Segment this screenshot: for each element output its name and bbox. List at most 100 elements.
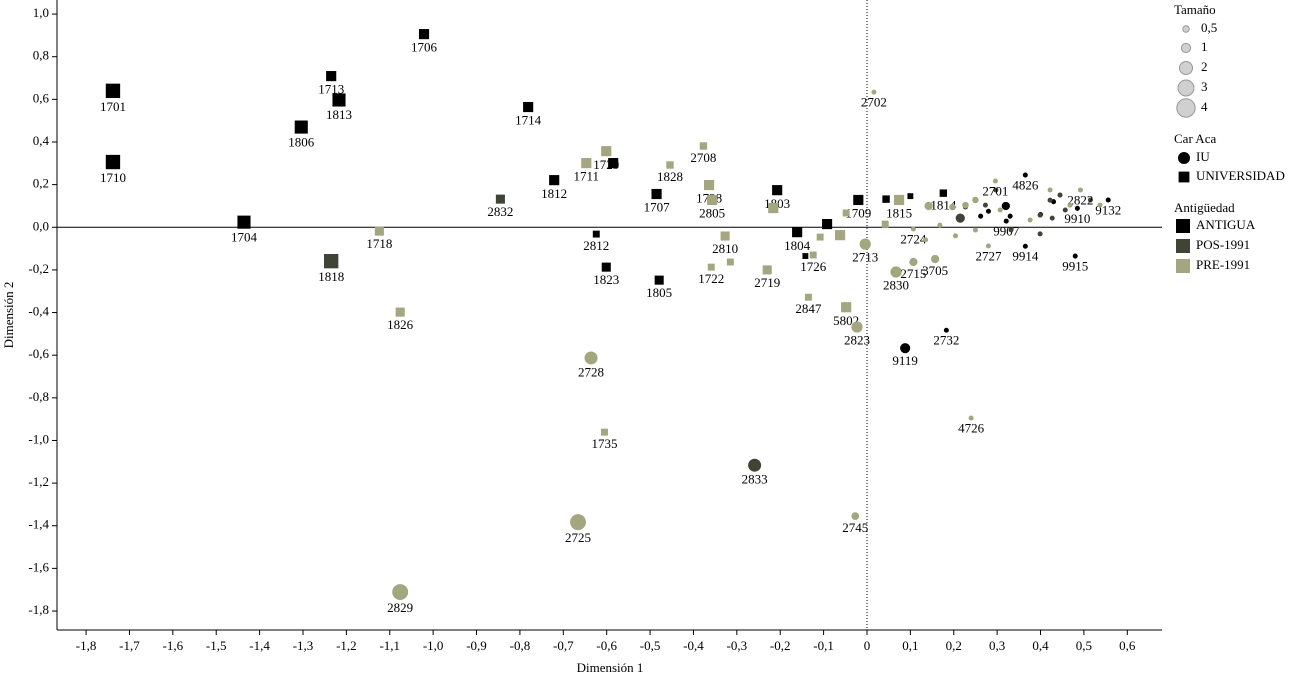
color-legend-swatch xyxy=(1176,259,1190,273)
size-legend-marker xyxy=(1180,42,1192,54)
color-legend-label: POS-1991 xyxy=(1196,237,1250,252)
data-point xyxy=(654,275,664,285)
data-point xyxy=(666,161,674,169)
data-point xyxy=(985,243,991,249)
data-point xyxy=(835,230,846,241)
data-point xyxy=(601,262,611,272)
point-label: 1726 xyxy=(800,259,827,274)
shape-legend-label: UNIVERSIDAD xyxy=(1196,168,1285,183)
data-point xyxy=(1057,192,1063,198)
x-tick-label: -1,7 xyxy=(119,638,140,653)
data-point xyxy=(707,263,715,271)
point-label: 2724 xyxy=(900,231,927,246)
x-tick-label: -1,1 xyxy=(379,638,400,653)
y-tick-label: -1,4 xyxy=(28,517,49,532)
size-legend-marker xyxy=(1182,25,1190,33)
data-point xyxy=(651,188,662,200)
data-point xyxy=(1022,172,1028,178)
point-label: 1704 xyxy=(231,229,258,244)
data-point xyxy=(1037,212,1043,218)
data-point xyxy=(332,93,346,107)
data-point xyxy=(772,185,783,196)
point-label: 1714 xyxy=(515,113,542,128)
point-label: 2832 xyxy=(487,204,513,219)
data-point xyxy=(601,146,612,157)
point-label: 1818 xyxy=(318,269,344,284)
data-point xyxy=(962,201,969,209)
point-label: 1826 xyxy=(387,317,414,332)
data-point xyxy=(748,458,762,472)
point-label: 1706 xyxy=(411,40,438,55)
data-point xyxy=(237,215,251,229)
data-point xyxy=(703,179,715,191)
point-label: 1710 xyxy=(100,170,126,185)
x-tick-label: -0,6 xyxy=(596,638,617,653)
data-point xyxy=(890,266,902,278)
data-point xyxy=(997,207,1003,213)
data-point xyxy=(982,202,988,208)
size-legend-marker xyxy=(1178,60,1194,76)
x-tick-label: 0,6 xyxy=(1119,638,1136,653)
data-point xyxy=(592,230,600,238)
data-point xyxy=(570,514,587,531)
data-point xyxy=(1027,217,1033,223)
data-point xyxy=(907,193,914,200)
data-point xyxy=(105,83,121,98)
data-point xyxy=(1049,215,1055,221)
data-point xyxy=(939,189,948,197)
shape-legend-marker xyxy=(1178,171,1190,183)
y-tick-label: -1,8 xyxy=(28,602,49,617)
point-label: 1823 xyxy=(593,272,619,287)
point-label: 1813 xyxy=(326,107,352,122)
size-legend-label: 2 xyxy=(1201,59,1208,74)
point-label: 1735 xyxy=(592,436,618,451)
x-tick-label: -1,5 xyxy=(206,638,227,653)
size-legend-label: 4 xyxy=(1201,99,1208,114)
x-tick-label: -0,1 xyxy=(813,638,834,653)
data-point xyxy=(968,415,974,421)
point-label: 2725 xyxy=(565,530,591,545)
size-legend-marker xyxy=(1176,98,1196,118)
data-point xyxy=(374,226,384,236)
data-point xyxy=(851,321,863,333)
x-tick-label: -1,6 xyxy=(163,638,184,653)
data-point xyxy=(707,194,718,206)
data-point xyxy=(851,512,860,521)
data-point xyxy=(900,343,911,354)
point-label: 2727 xyxy=(975,249,1002,264)
point-label: 1711 xyxy=(574,169,600,184)
y-tick-label: -0,6 xyxy=(28,346,49,361)
data-point xyxy=(792,227,803,238)
x-tick-label: -0,3 xyxy=(727,638,748,653)
color-legend-label: PRE-1991 xyxy=(1196,257,1250,272)
point-label: 1729 xyxy=(593,157,619,172)
point-label: 1806 xyxy=(288,134,315,149)
x-tick-label: -1,8 xyxy=(76,638,97,653)
point-label: 9910 xyxy=(1064,211,1090,226)
data-point xyxy=(943,327,949,333)
data-point xyxy=(1077,187,1083,193)
y-tick-label: 0,4 xyxy=(33,133,50,148)
point-label: 2812 xyxy=(583,238,609,253)
data-point xyxy=(1003,218,1009,224)
point-label: 1805 xyxy=(646,285,672,300)
data-point xyxy=(418,29,430,40)
color-legend-title: Antigüedad xyxy=(1174,200,1235,215)
data-point xyxy=(395,307,405,317)
data-point xyxy=(1037,231,1043,237)
point-label: 1804 xyxy=(784,238,811,253)
data-point xyxy=(549,175,560,186)
data-point xyxy=(1047,187,1053,193)
y-tick-label: 1,0 xyxy=(33,5,49,20)
x-tick-label: 0,3 xyxy=(989,638,1005,653)
point-label: 2708 xyxy=(690,150,716,165)
shape-legend-label: IU xyxy=(1196,149,1210,164)
point-label: 2713 xyxy=(852,250,878,265)
x-tick-label: -0,8 xyxy=(510,638,531,653)
data-point xyxy=(841,302,852,313)
data-point xyxy=(495,194,505,204)
data-point xyxy=(972,227,978,233)
x-tick-label: -0,4 xyxy=(683,638,704,653)
data-point xyxy=(937,222,943,228)
